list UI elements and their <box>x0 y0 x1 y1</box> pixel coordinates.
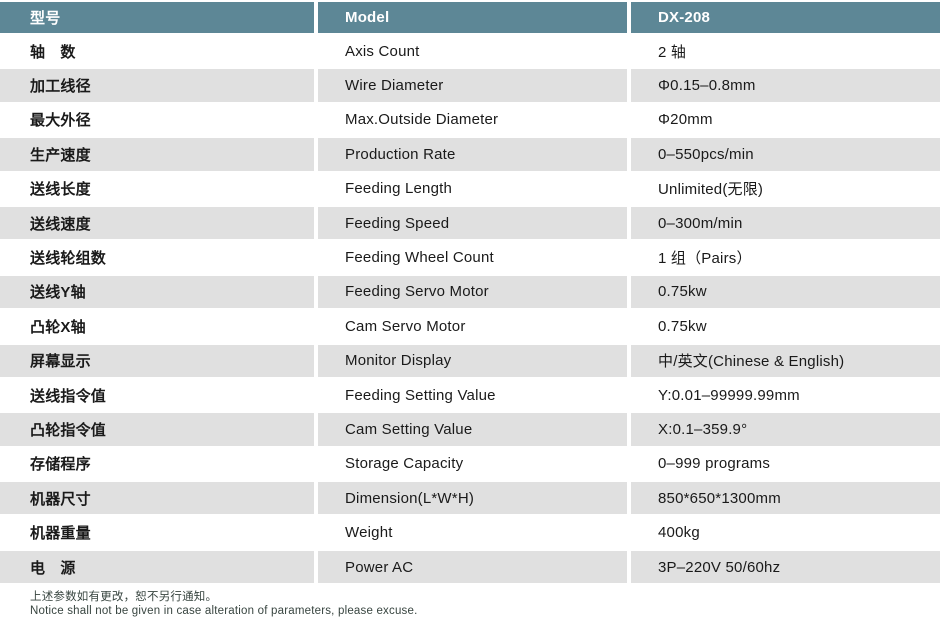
row-label-en: Dimension(L*W*H) <box>318 482 627 515</box>
row-label-cn: 机器尺寸 <box>0 482 314 515</box>
row-label-cn: 生产速度 <box>0 138 314 171</box>
table-row-feeding-wheel-count: 送线轮组数 Feeding Wheel Count 1 组（Pairs） <box>0 241 940 273</box>
table-row-storage-capacity: 存储程序 Storage Capacity 0–999 programs <box>0 448 940 480</box>
row-value: 400kg <box>658 524 700 542</box>
row-label-cn: 凸轮X轴 <box>30 318 86 336</box>
row-value: Y:0.01–99999.99mm <box>658 386 800 404</box>
row-value: 2 轴 <box>658 43 687 61</box>
table-row-feeding-servo-motor: 送线Y轴 Feeding Servo Motor 0.75kw <box>0 275 940 309</box>
row-label-cn: 轴 数 <box>30 43 76 61</box>
row-label-cn: 凸轮指令值 <box>0 413 314 446</box>
header-cell-model: Model <box>318 2 627 33</box>
row-value: Unlimited(无限) <box>658 181 764 199</box>
row-label-cn: 送线指令值 <box>30 387 107 405</box>
row-label-en: Cam Servo Motor <box>345 317 466 335</box>
table-row-feeding-setting-value: 送线指令值 Feeding Setting Value Y:0.01–99999… <box>0 379 940 411</box>
row-value: 0.75kw <box>658 317 707 335</box>
row-label-cn: 送线长度 <box>30 181 91 199</box>
row-label-en: Cam Setting Value <box>318 413 627 446</box>
table-row-monitor-display: 屏幕显示 Monitor Display 中/英文(Chinese & Engl… <box>0 344 940 377</box>
table-header-row: 型号 Model DX-208 <box>0 2 940 33</box>
table-row-axis-count: 轴 数 Axis Count 2 轴 <box>0 35 940 67</box>
row-value: 0–300m/min <box>631 206 940 240</box>
row-label-cn: 加工线径 <box>0 69 314 102</box>
row-label-cn: 最大外径 <box>30 112 91 130</box>
table-row-dimension: 机器尺寸 Dimension(L*W*H) 850*650*1300mm <box>0 482 940 515</box>
row-label-cn: 机器重量 <box>30 525 91 543</box>
row-value: Φ20mm <box>658 111 713 129</box>
row-value: X:0.1–359.9° <box>631 413 940 446</box>
row-label-en: Axis Count <box>345 42 420 60</box>
row-value: 0.75kw <box>631 275 940 309</box>
footnote-en: Notice shall not be given in case altera… <box>30 604 418 617</box>
table-row-weight: 机器重量 Weight 400kg <box>0 516 940 548</box>
table-row-wire-diameter: 加工线径 Wire Diameter Φ0.15–0.8mm <box>0 69 940 102</box>
row-label-en: Feeding Servo Motor <box>318 275 627 309</box>
header-cell-model-value: DX-208 <box>631 2 940 33</box>
table-row-feeding-length: 送线长度 Feeding Length Unlimited(无限) <box>0 173 940 205</box>
row-label-cn: 送线轮组数 <box>30 250 107 268</box>
row-value: 850*650*1300mm <box>631 482 940 515</box>
row-label-cn: 存储程序 <box>30 456 91 474</box>
table-row-cam-setting-value: 凸轮指令值 Cam Setting Value X:0.1–359.9° <box>0 413 940 446</box>
row-label-en: Storage Capacity <box>345 455 464 473</box>
table-row-feeding-speed: 送线速度 Feeding Speed 0–300m/min <box>0 206 940 240</box>
table-row-max-outside-diameter: 最大外径 Max.Outside Diameter Φ20mm <box>0 104 940 136</box>
row-label-cn: 送线速度 <box>0 206 314 240</box>
row-label-en: Feeding Length <box>345 180 453 198</box>
row-value: 中/英文(Chinese & English) <box>631 344 940 377</box>
row-label-en: Feeding Setting Value <box>345 386 496 404</box>
spec-table: 型号 Model DX-208 轴 数 Axis Count 2 轴 加工线径 … <box>0 2 940 618</box>
row-label-cn: 电 源 <box>0 550 314 584</box>
row-value: 0–999 programs <box>658 455 771 473</box>
row-label-cn: 屏幕显示 <box>0 344 314 377</box>
row-label-en: Power AC <box>318 550 627 584</box>
row-label-en: Weight <box>345 524 393 542</box>
row-value: 0–550pcs/min <box>631 138 940 171</box>
row-label-en: Max.Outside Diameter <box>345 111 499 129</box>
row-value: Φ0.15–0.8mm <box>631 69 940 102</box>
row-label-cn: 送线Y轴 <box>0 275 314 309</box>
table-row-power: 电 源 Power AC 3P–220V 50/60hz <box>0 550 940 584</box>
row-label-en: Wire Diameter <box>318 69 627 102</box>
row-label-en: Monitor Display <box>318 344 627 377</box>
row-label-en: Feeding Wheel Count <box>345 249 494 267</box>
table-row-production-rate: 生产速度 Production Rate 0–550pcs/min <box>0 138 940 171</box>
row-value: 1 组（Pairs） <box>658 250 752 268</box>
row-label-en: Feeding Speed <box>318 206 627 240</box>
footnote: 上述参数如有更改，恕不另行通知。 Notice shall not be giv… <box>30 591 940 618</box>
table-row-cam-servo-motor: 凸轮X轴 Cam Servo Motor 0.75kw <box>0 310 940 342</box>
header-cell-cn-title: 型号 <box>0 2 314 33</box>
footnote-cn: 上述参数如有更改，恕不另行通知。 <box>30 591 218 604</box>
row-label-en: Production Rate <box>318 138 627 171</box>
row-value: 3P–220V 50/60hz <box>631 550 940 584</box>
